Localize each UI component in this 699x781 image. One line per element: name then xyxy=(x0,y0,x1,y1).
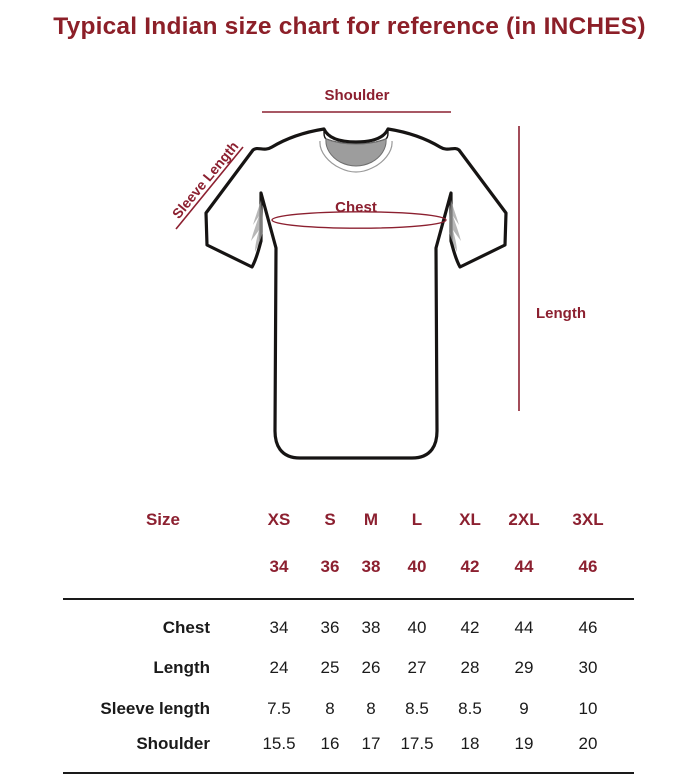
svg-text:Length: Length xyxy=(536,305,586,322)
svg-text:Chest: Chest xyxy=(335,199,377,216)
svg-text:Shoulder: Shoulder xyxy=(324,87,389,104)
